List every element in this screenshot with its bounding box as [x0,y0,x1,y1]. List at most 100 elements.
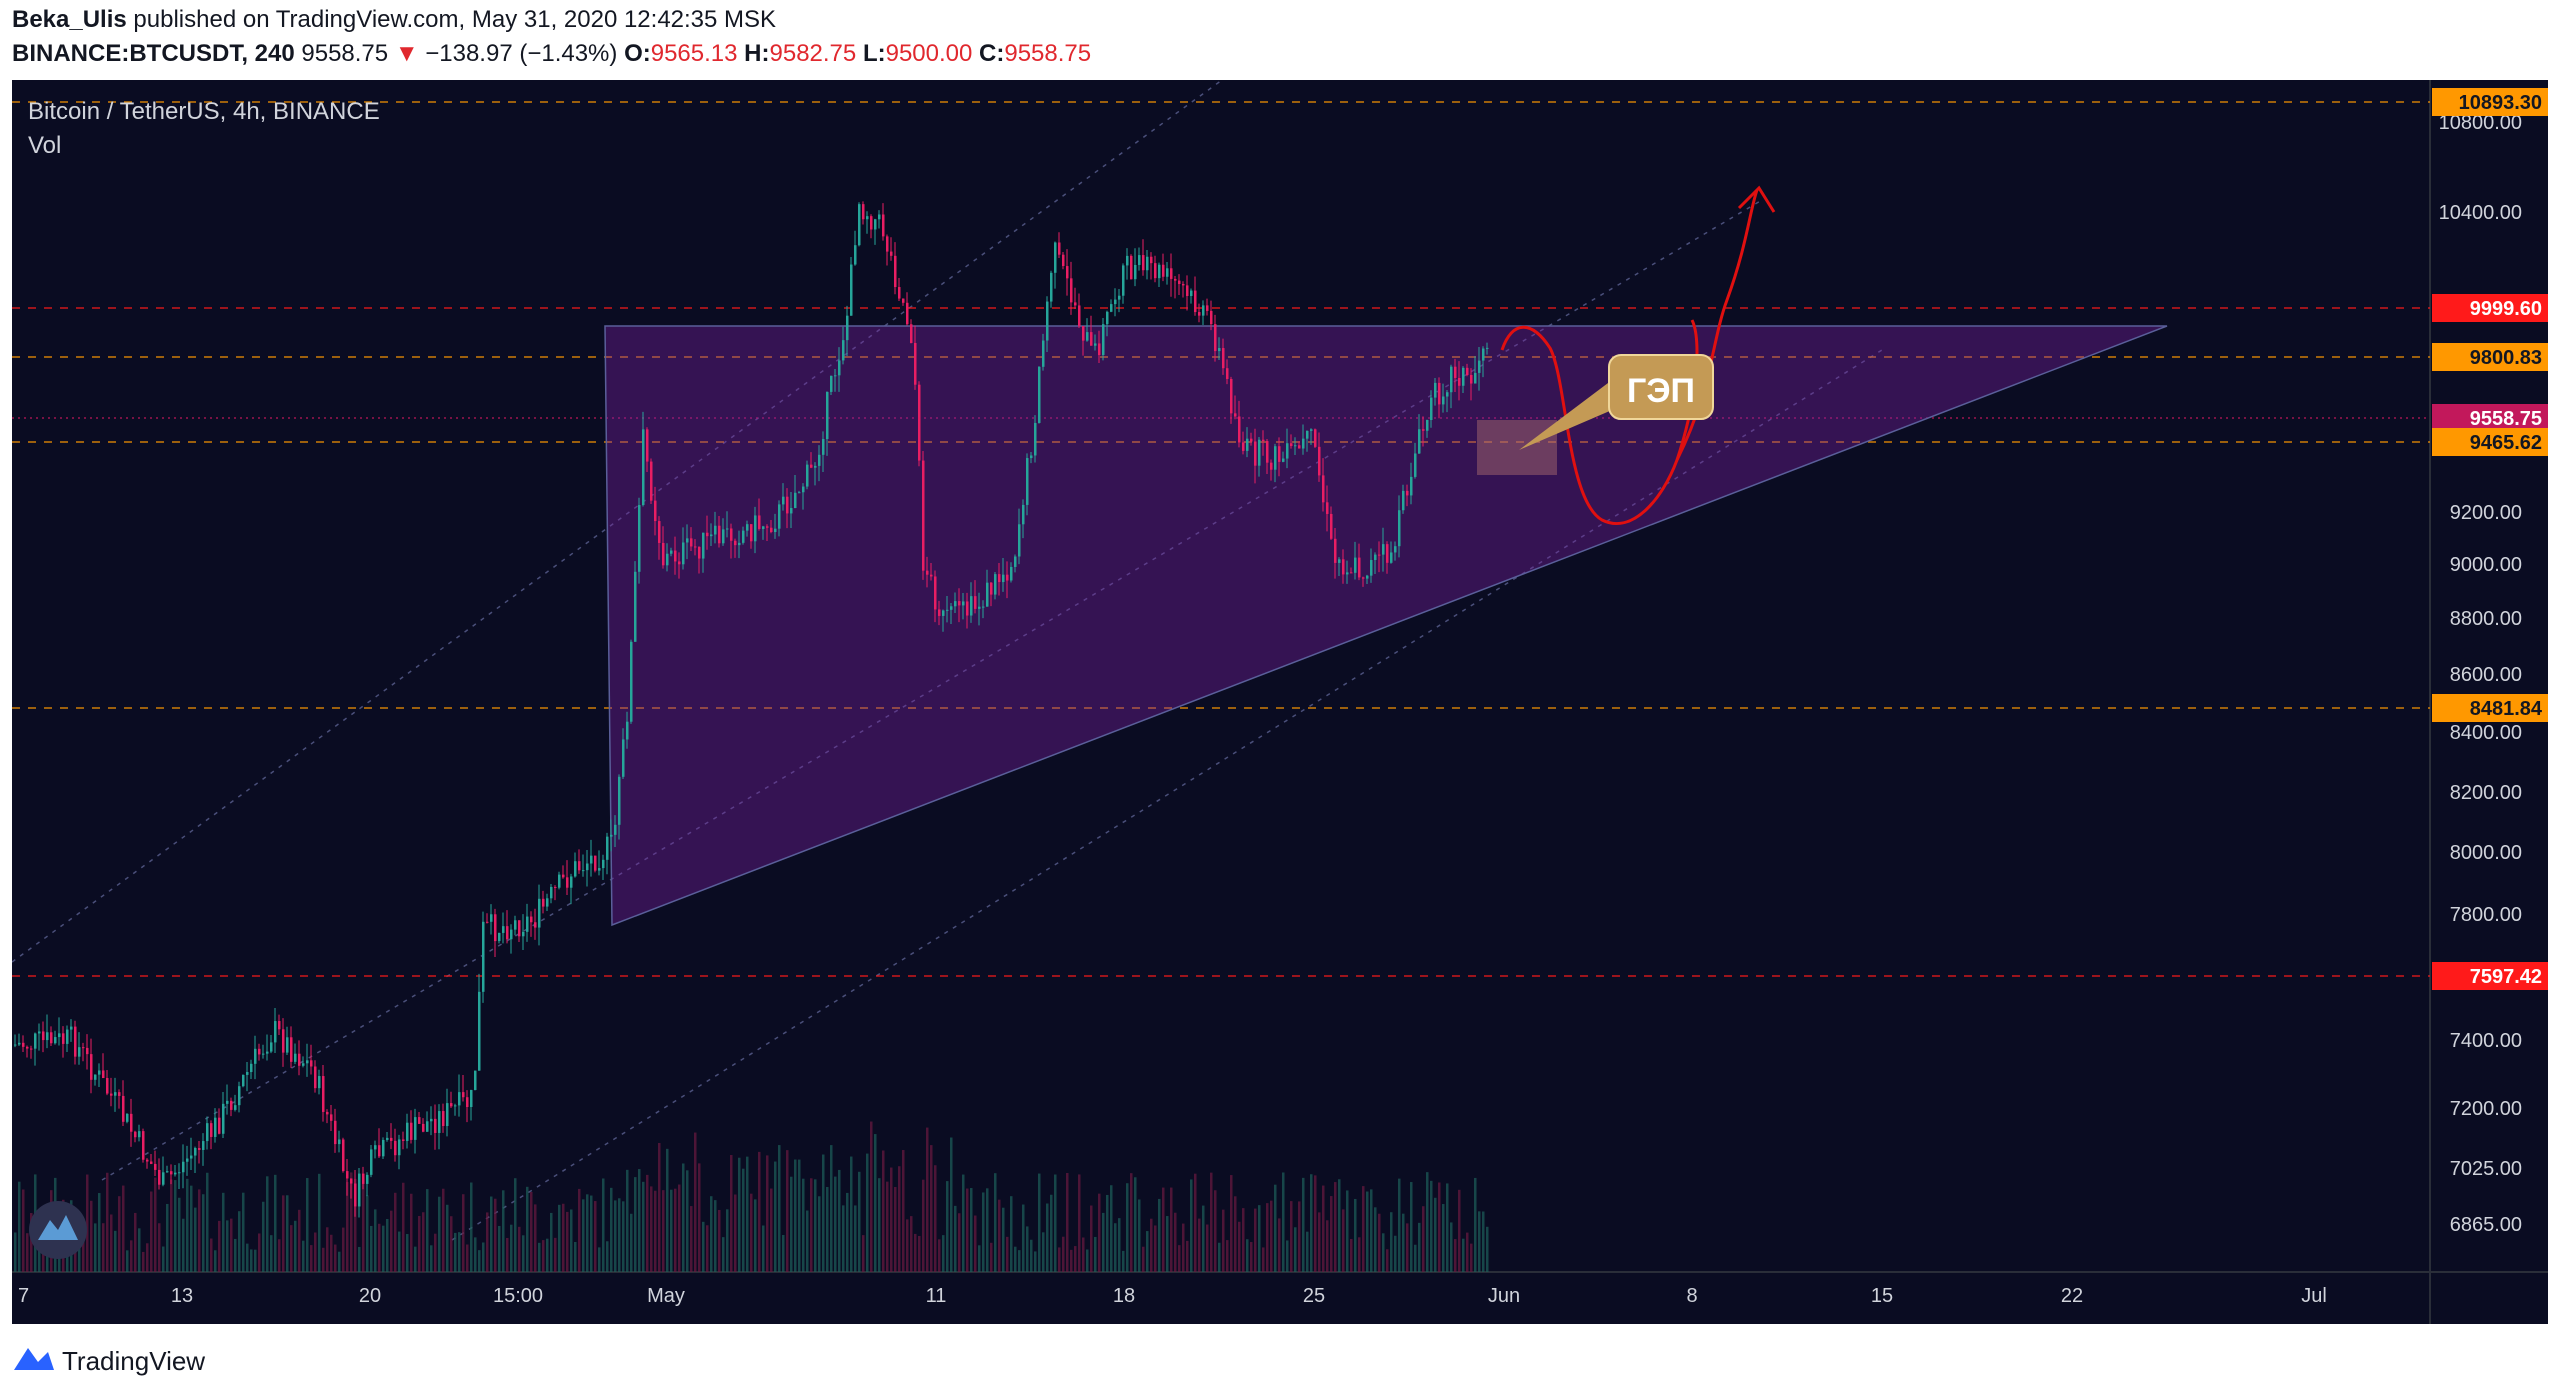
volume-bar [1198,1218,1201,1272]
publish-text: published on TradingView.com, May 31, 20… [133,6,777,33]
volume-bar [442,1188,445,1272]
candle-body [1186,285,1189,297]
candle-body [570,876,573,888]
candle-body [346,1171,349,1179]
volume-bar [758,1151,761,1272]
chart-area[interactable]: ГЭП 10800.00 10400.00 9200.00 9000.00 8800.0… [12,80,2548,1324]
volume-bar [1046,1203,1049,1272]
volume-bar [610,1187,613,1272]
volume-bar [946,1181,949,1272]
candle-body [874,219,877,230]
candle-body [126,1113,129,1122]
candle-body [350,1178,353,1184]
volume-bar [370,1225,373,1272]
volume-bar [1122,1250,1125,1272]
candle-body [982,606,985,608]
price-badge-text: 9999.60 [2470,298,2542,320]
volume-bar [934,1165,937,1272]
candle-body [78,1047,81,1057]
candle-body [534,922,537,928]
volume-bar [1170,1187,1173,1272]
volume-bar [538,1242,541,1272]
candle-body [414,1117,417,1140]
candle-body [762,526,765,529]
volume-bar [806,1210,809,1272]
candle-body [722,529,725,544]
horizontal-levels [12,101,2430,977]
volume-bar [1386,1249,1389,1272]
volume-bar [1002,1207,1005,1272]
candle-body [518,920,521,937]
volume-bar [698,1163,701,1272]
volume-bar [134,1212,137,1272]
volume-bar [1318,1212,1321,1272]
candle-body [902,298,905,303]
candle-body [1022,504,1025,525]
volume-bar [606,1241,609,1272]
gap-box[interactable] [1477,420,1557,475]
volume-bar [1014,1246,1017,1272]
volume-indicator-label[interactable]: Vol [28,132,62,159]
ascending-triangle-drawing[interactable] [604,325,2168,927]
candle-body [542,898,545,907]
volume-bar [1006,1236,1009,1272]
candle-body [582,870,585,872]
candle-body [702,532,705,559]
candle-body [1302,438,1305,449]
candle-body [286,1037,289,1053]
price-chart[interactable]: ГЭП 10800.00 10400.00 9200.00 9000.00 8800.0… [12,80,2548,1324]
volume-bar [154,1177,157,1272]
candle-body [106,1078,109,1094]
candle-body [1062,254,1065,267]
volume-bar [1234,1196,1237,1272]
price-tick-label: 8800.00 [2450,608,2522,630]
candle-body [938,609,941,616]
callout-box[interactable] [1608,354,1714,420]
candle-body [438,1111,441,1133]
candle-body [802,486,805,493]
volume-bar [686,1170,689,1272]
price-badge [2432,404,2548,432]
volume-bar [202,1194,205,1272]
callout-text: ГЭП [1627,372,1695,410]
candle-body [1098,343,1101,355]
volume-bar [298,1209,301,1272]
volume-bar [358,1246,361,1272]
volume-bar [198,1189,201,1272]
volume-bar [714,1200,717,1272]
chart-legend: Bitcoin / TetherUS, 4h, BINANCE Vol [28,98,380,166]
candle-body [1178,280,1181,284]
volume-bar [886,1181,889,1272]
candle-body [1414,453,1417,477]
candle-body [1358,557,1361,578]
volume-bar [1070,1249,1073,1272]
price-badge [2432,962,2548,990]
candle-body [498,932,501,942]
footer-brand[interactable]: TradingView [62,1346,206,1376]
volume-bar [438,1196,441,1272]
volume-bar [890,1167,893,1272]
candle-body [1290,443,1293,446]
volume-bar [950,1137,953,1272]
volume-bar [494,1198,497,1272]
ohlc-line: BINANCE:BTCUSDT, 240 9558.75 ▼ −138.97 (… [12,40,1091,68]
candle-body [858,204,861,246]
candle-body [30,1048,33,1050]
price-tick-label: 6865.00 [2450,1214,2522,1236]
volume-bar [834,1176,837,1272]
candle-body [502,926,505,933]
volume-bar [1294,1227,1297,1272]
author-name[interactable]: Beka_Ulis [12,6,127,33]
volume-bar [390,1210,393,1272]
volume-bar [810,1178,813,1272]
volume-bar [1418,1222,1421,1272]
volume-bar [386,1218,389,1272]
candle-body [486,921,489,923]
volume-bar [710,1196,713,1272]
candle-body [1082,326,1085,341]
candle-body [1214,324,1217,352]
candle-body [754,515,757,542]
volume-bar [462,1194,465,1272]
volume-bar [1126,1183,1129,1272]
